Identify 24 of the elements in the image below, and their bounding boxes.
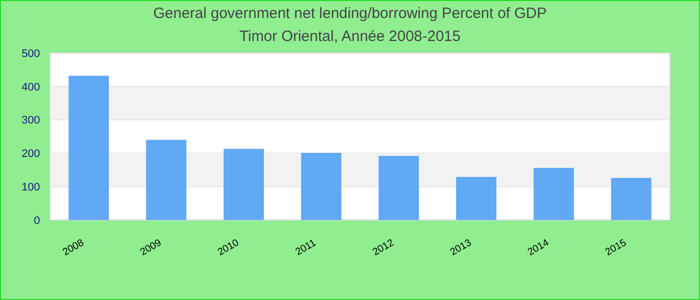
x-tick-label: 2015 xyxy=(604,237,629,258)
bar xyxy=(68,76,109,220)
bar xyxy=(456,176,496,220)
y-tick-label: 100 xyxy=(22,181,40,194)
y-tick-label: 300 xyxy=(22,114,40,127)
bar xyxy=(378,156,419,220)
y-tick-label: 400 xyxy=(22,81,40,94)
chart-subtitle: Timor Oriental, Année 2008-2015 xyxy=(239,28,461,45)
y-tick-label: 0 xyxy=(34,214,40,227)
bar xyxy=(224,148,264,220)
bar xyxy=(534,168,574,220)
x-tick-label: 2008 xyxy=(61,237,86,258)
x-tick-label: 2013 xyxy=(448,237,474,258)
bar xyxy=(611,178,652,220)
x-tick-label: 2014 xyxy=(526,237,552,258)
x-tick-label: 2009 xyxy=(138,237,164,258)
y-tick-label: 500 xyxy=(22,48,40,60)
chart-title: General government net lending/borrowing Percent of GDP xyxy=(153,5,547,22)
y-tick-label: 200 xyxy=(22,148,40,160)
x-tick-label: 2012 xyxy=(371,237,396,258)
bar xyxy=(301,152,342,220)
x-tick-label: 2010 xyxy=(216,237,242,258)
bar xyxy=(146,140,186,220)
x-tick-label: 2011 xyxy=(294,237,318,258)
